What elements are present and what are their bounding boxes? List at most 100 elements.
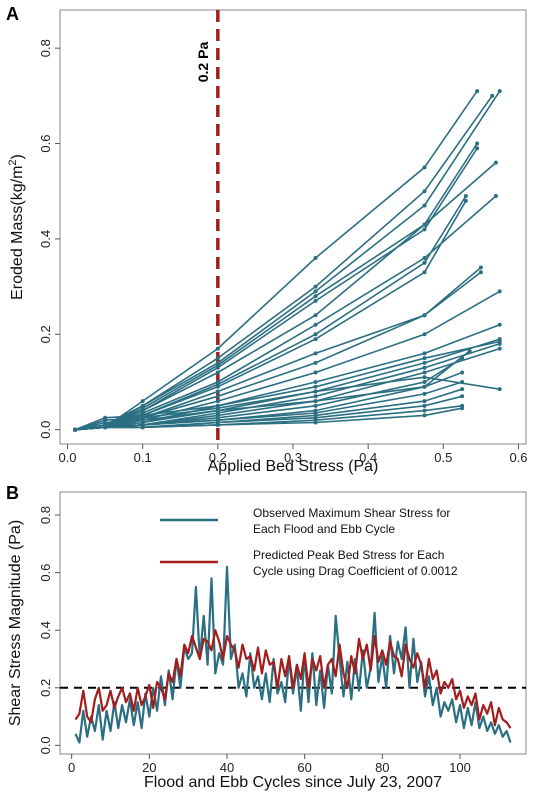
- x-tick-label: 0.5: [434, 450, 452, 465]
- y-tick-label: 0.6: [38, 134, 53, 152]
- x-tick-label: 40: [220, 760, 234, 775]
- panel-b-ylabel: Shear Stress Magnitude (Pa): [7, 520, 24, 726]
- data-point: [422, 203, 427, 208]
- panel-b-label: B: [6, 483, 19, 503]
- panel-b: B 0 20 40 60 80 100 0.0 0.2 0.4 0.6 0.8 Observed M…: [6, 483, 527, 791]
- threshold-label: 0.2 Pa: [195, 42, 211, 83]
- data-point: [497, 346, 502, 351]
- x-tick-label: 0.4: [359, 450, 377, 465]
- data-point: [313, 403, 318, 408]
- data-point: [422, 365, 427, 370]
- data-point: [422, 384, 427, 389]
- data-point: [497, 387, 502, 392]
- x-tick-label: 0: [68, 760, 75, 775]
- data-point: [422, 399, 427, 404]
- data-point: [422, 375, 427, 380]
- data-point: [497, 289, 502, 294]
- data-point: [215, 384, 220, 389]
- legend-observed-line1: Observed Maximum Shear Stress for: [253, 506, 450, 520]
- erosion-curve: [74, 143, 478, 431]
- x-tick-label: 0.3: [284, 450, 302, 465]
- data-point: [313, 298, 318, 303]
- y-tick-label: 0.8: [38, 506, 53, 524]
- data-point: [313, 351, 318, 356]
- y-tick-label: 0.4: [38, 621, 53, 639]
- data-point: [140, 399, 145, 404]
- data-point: [313, 332, 318, 337]
- y-tick-label: 0.2: [38, 325, 53, 343]
- data-point: [313, 399, 318, 404]
- panel-a-axes: 0.0 0.1 0.2 0.3 0.4 0.5 0.6 0.0 0.2 0.4 0.6 0.8: [38, 39, 528, 465]
- data-point: [422, 356, 427, 361]
- data-point: [103, 420, 108, 425]
- data-point: [422, 270, 427, 275]
- y-tick-label: 0.2: [38, 679, 53, 697]
- data-point: [422, 391, 427, 396]
- legend: Observed Maximum Shear Stress for Each F…: [160, 506, 458, 578]
- data-point: [422, 408, 427, 413]
- data-point: [475, 89, 480, 94]
- data-point: [497, 339, 502, 344]
- y-tick-label: 0.4: [38, 230, 53, 248]
- y-tick-label: 0.8: [38, 39, 53, 57]
- x-tick-label: 0.2: [209, 450, 227, 465]
- data-point: [460, 394, 465, 399]
- panel-b-frame: [59, 491, 527, 755]
- data-point: [422, 165, 427, 170]
- data-point: [140, 425, 145, 430]
- data-point: [140, 418, 145, 423]
- data-point: [215, 346, 220, 351]
- data-point: [73, 427, 78, 432]
- data-point: [422, 380, 427, 384]
- data-point: [313, 337, 318, 342]
- data-point: [422, 351, 427, 356]
- data-point: [460, 370, 465, 375]
- data-point: [422, 227, 427, 232]
- data-point: [215, 394, 220, 399]
- data-point: [490, 93, 495, 98]
- data-point: [313, 313, 318, 318]
- data-point: [313, 394, 318, 399]
- x-tick-label: 60: [297, 760, 311, 775]
- data-point: [215, 356, 220, 361]
- data-point: [313, 370, 318, 375]
- legend-predicted-line2: Cycle using Drag Coefficient of 0.0012: [253, 564, 458, 578]
- data-point: [478, 265, 483, 270]
- data-point: [313, 420, 318, 425]
- data-point: [422, 332, 427, 337]
- data-point: [475, 146, 480, 151]
- data-point: [422, 189, 427, 194]
- x-tick-label: 0.0: [58, 450, 76, 465]
- predicted-line: [74, 629, 512, 729]
- data-point: [313, 294, 318, 299]
- data-point: [478, 270, 483, 275]
- data-point: [313, 322, 318, 327]
- data-point: [313, 389, 318, 394]
- y-tick-label: 0.0: [38, 736, 53, 754]
- data-point: [313, 289, 318, 294]
- erosion-curve: [74, 195, 467, 431]
- panel-a-label: A: [6, 4, 19, 24]
- panel-a: A 0.0 0.1 0.2 0.3 0.4 0.5 0.6 0.0 0.2 0.4 0.6 0.8 0…: [6, 4, 528, 475]
- x-tick-label: 0.6: [509, 450, 527, 465]
- data-point: [215, 370, 220, 375]
- x-tick-label: 100: [449, 760, 471, 775]
- data-point: [463, 198, 468, 203]
- data-point: [313, 360, 318, 365]
- x-tick-label: 80: [375, 760, 389, 775]
- data-point: [215, 422, 220, 427]
- data-point: [467, 349, 472, 353]
- legend-observed-line2: Each Flood and Ebb Cycle: [253, 522, 395, 536]
- shear-series: [74, 565, 512, 744]
- data-point: [422, 403, 427, 408]
- legend-predicted-line1: Predicted Peak Bed Stress for Each: [253, 548, 444, 562]
- data-point: [497, 322, 502, 327]
- data-point: [422, 260, 427, 265]
- data-point: [215, 389, 220, 394]
- observed-line: [74, 565, 512, 744]
- data-point: [497, 89, 502, 94]
- panel-b-axes: 0 20 40 60 80 100 0.0 0.2 0.4 0.6 0.8: [38, 506, 471, 775]
- data-point: [313, 256, 318, 260]
- panel-a-ylabel: Eroded Mass(kg/m2): [7, 154, 26, 300]
